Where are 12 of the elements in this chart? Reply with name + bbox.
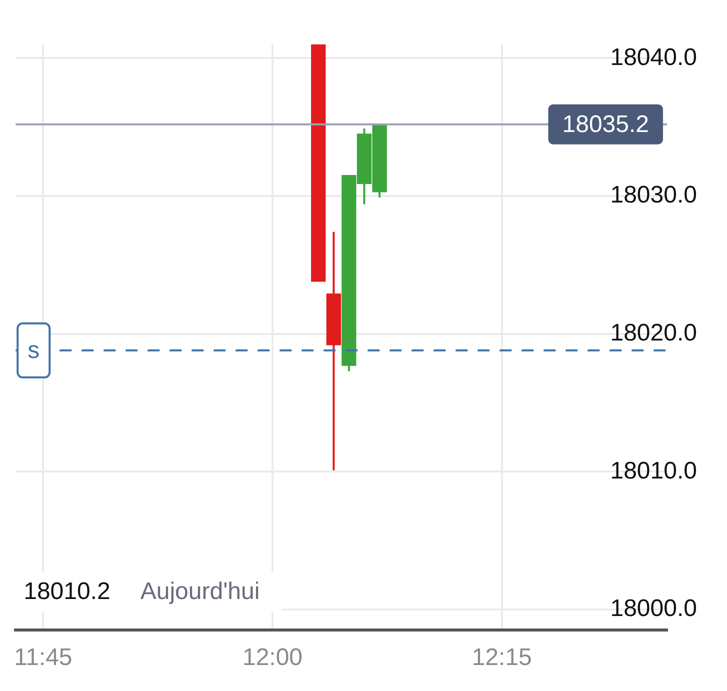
annotation: 18010.2: [24, 578, 110, 605]
y-tick-label: 18020.0: [610, 319, 697, 346]
ref-line-label: s: [28, 337, 40, 364]
annotation: Aujourd'hui: [140, 578, 260, 605]
y-tick-label: 18040.0: [610, 44, 697, 71]
y-tick-label: 18010.0: [610, 457, 697, 484]
x-tick-label: 12:15: [472, 644, 532, 672]
ref-line-label: 18035.2: [562, 110, 650, 138]
y-tick-label: 18030.0: [610, 182, 697, 209]
x-tick-label: 11:45: [14, 644, 72, 672]
y-tick-label: 18000.0: [610, 595, 697, 622]
x-tick-label: 12:00: [242, 644, 303, 672]
